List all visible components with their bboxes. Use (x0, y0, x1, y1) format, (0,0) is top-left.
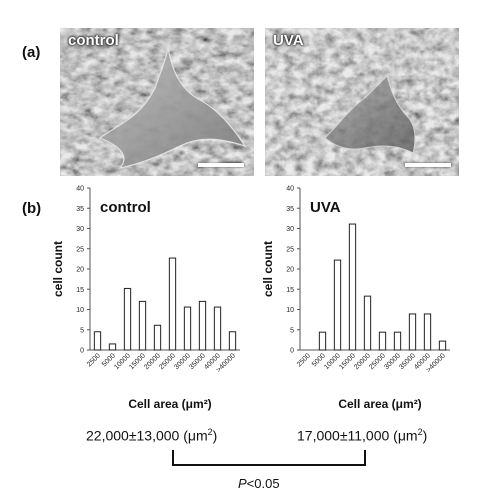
sem-label-control: control (68, 32, 119, 49)
y-tick-label: 35 (76, 206, 84, 213)
y-tick-label: 10 (286, 307, 294, 314)
y-tick-label: 40 (286, 186, 294, 193)
bar (318, 331, 327, 351)
y-axis-label: cell count (261, 241, 275, 297)
y-axis-label: cell count (51, 241, 65, 297)
sem-image-uva: UVA (265, 28, 459, 176)
control-mean-area: 22,000±13,000 (μm2) (86, 427, 217, 444)
panel-a-letter: (a) (22, 44, 41, 61)
p-value-threshold: <0.05 (246, 476, 280, 491)
y-tick-label: 35 (286, 206, 294, 213)
panel-b-letter: (b) (22, 200, 42, 217)
uva-mean-area: 17,000±11,000 (μm2) (297, 427, 427, 444)
significance-bracket (172, 450, 366, 466)
y-tick-label: 40 (76, 186, 84, 193)
bar (378, 331, 387, 351)
control-mean-text: 22,000±13,000 (μm (86, 427, 208, 444)
y-tick-label: 30 (286, 226, 294, 233)
bar (168, 257, 177, 351)
y-tick-label: 30 (76, 226, 84, 233)
sem-image-control: control (60, 28, 254, 176)
y-tick-label: 20 (76, 267, 84, 274)
x-axis-label: Cell area (μm²) (338, 397, 421, 411)
uva-mean-unit-close: ) (422, 427, 428, 444)
sem-texture-control (60, 28, 254, 176)
p-value-symbol: P (238, 476, 247, 491)
bar (438, 340, 447, 351)
sem-label-uva: UVA (273, 32, 304, 49)
bar (333, 259, 342, 351)
x-tick-label: 2500 (296, 352, 312, 368)
bar (363, 295, 372, 351)
x-tick-label: 2500 (86, 352, 102, 368)
bar (138, 300, 147, 351)
y-tick-label: 25 (286, 246, 294, 253)
bar (123, 287, 132, 351)
bar (153, 324, 162, 351)
bar (213, 306, 222, 351)
bar (198, 300, 207, 351)
bar (93, 331, 102, 351)
control-mean-unit-exponent: 2 (207, 427, 213, 437)
x-axis-label: Cell area (μm²) (128, 397, 211, 411)
bar (183, 306, 192, 351)
control-mean-unit-close: ) (212, 427, 218, 444)
bar (108, 343, 117, 351)
bar (393, 331, 402, 351)
bar (228, 331, 237, 351)
y-tick-label: 5 (290, 327, 294, 334)
y-tick-label: 10 (76, 307, 84, 314)
bar (408, 313, 417, 351)
bar (348, 223, 357, 351)
y-tick-label: 25 (76, 246, 84, 253)
uva-mean-text: 17,000±11,000 (μm (297, 427, 418, 444)
y-tick-label: 0 (80, 348, 84, 355)
scale-bar-uva (405, 163, 451, 167)
chart-title: control (100, 199, 151, 216)
scale-bar-control (198, 163, 244, 167)
chart-title: UVA (310, 199, 341, 216)
p-value-label: P<0.05 (238, 476, 280, 491)
y-tick-label: 15 (76, 287, 84, 294)
y-tick-label: 0 (290, 348, 294, 355)
sem-texture-uva (265, 28, 459, 176)
bar (423, 313, 432, 351)
y-tick-label: 20 (286, 267, 294, 274)
y-tick-label: 5 (80, 327, 84, 334)
y-tick-label: 15 (286, 287, 294, 294)
uva-mean-unit-exponent: 2 (417, 427, 423, 437)
